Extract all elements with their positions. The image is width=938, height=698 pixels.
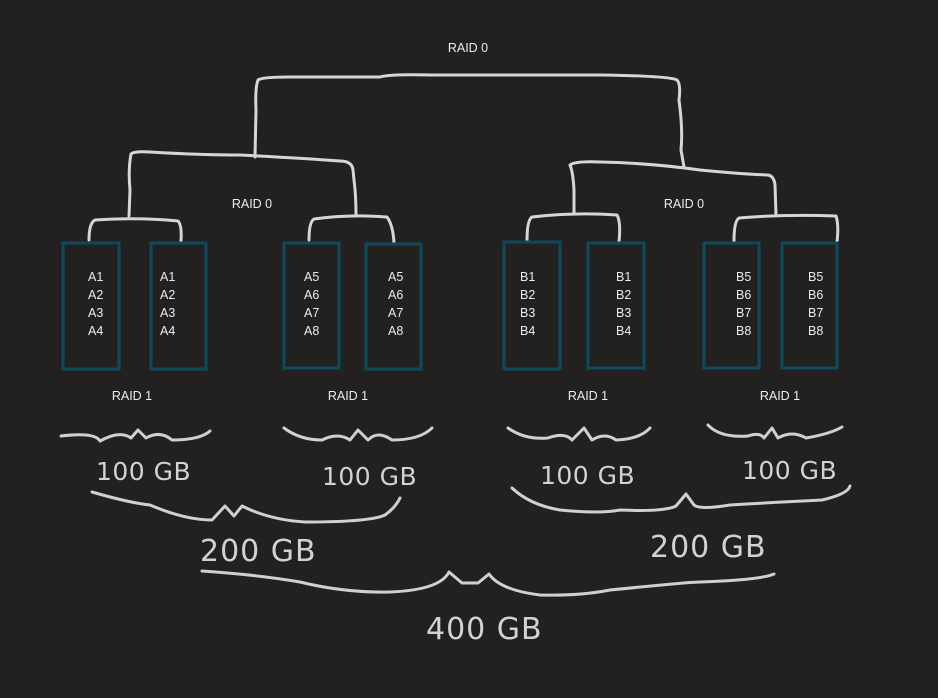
disk-outline: [780, 241, 839, 370]
disk: A1 A2 A3 A4: [61, 241, 121, 371]
disk-block: A5: [304, 270, 319, 284]
capacity-captions: 100 GB 100 GB 100 GB 100 GB 200 GB 200 G…: [96, 456, 837, 647]
disk-block: B1: [616, 270, 631, 284]
raid1-label: RAID 1: [568, 389, 608, 403]
pair-capacity-label: 100 GB: [540, 461, 635, 490]
disk-block: A1: [160, 270, 175, 284]
pair-brace: [59, 428, 212, 443]
total-brace: [200, 569, 776, 597]
group-brace: [510, 484, 852, 514]
disk: B5 B6 B7 B8: [702, 241, 761, 370]
pair-b1-connector: [525, 212, 622, 244]
left-raid0-label: RAID 0: [232, 197, 272, 211]
right-raid0-connector: [568, 160, 778, 217]
pair-capacity-label: 100 GB: [96, 457, 191, 486]
raid-labels: RAID 0 RAID 0 RAID 0 RAID 1 RAID 1 RAID …: [112, 41, 800, 403]
disk-block: A8: [304, 324, 319, 338]
disk-block: B6: [808, 288, 823, 302]
disk-outline: [702, 241, 761, 370]
disk-block: B8: [808, 324, 823, 338]
disk: B5 B6 B7 B8: [780, 241, 839, 370]
pair-brace: [506, 426, 652, 442]
disk-block: A4: [88, 324, 103, 338]
pair-brace: [706, 423, 844, 440]
disk-block: A4: [160, 324, 175, 338]
disk-block: A3: [88, 306, 103, 320]
left-raid0-connector: [127, 150, 358, 218]
disk-block: A2: [160, 288, 175, 302]
disk-block: B4: [520, 324, 535, 338]
disk-outline: [282, 241, 341, 370]
disk-block: A6: [304, 288, 319, 302]
disk-outline: [364, 242, 423, 371]
disk: A5 A6 A7 A8: [282, 241, 341, 370]
disk: B1 B2 B3 B4: [586, 241, 646, 370]
group-capacity-label: 200 GB: [650, 530, 767, 565]
disk: B1 B2 B3 B4: [502, 240, 562, 371]
raid1-label: RAID 1: [112, 389, 152, 403]
disk-block: B5: [736, 270, 751, 284]
disk-block: B3: [520, 306, 535, 320]
pair-b2-connector: [732, 213, 840, 244]
raid1-label: RAID 1: [328, 389, 368, 403]
disk-block: B7: [808, 306, 823, 320]
disk-block: A6: [388, 288, 403, 302]
top-raid0-connector: [253, 73, 686, 169]
pair-a1-connector: [87, 217, 183, 243]
disk-block: B7: [736, 306, 751, 320]
disk-block: A5: [388, 270, 403, 284]
disk-block: B3: [616, 306, 631, 320]
disk-outline: [502, 240, 562, 371]
disk-block: B8: [736, 324, 751, 338]
disk-block: B5: [808, 270, 823, 284]
pair-a2-connector: [307, 214, 396, 245]
disk-outline: [149, 241, 208, 371]
disk-block: A3: [160, 306, 175, 320]
disk: A5 A6 A7 A8: [364, 242, 423, 371]
connector-wires: [87, 73, 840, 245]
disk-block: B2: [616, 288, 631, 302]
disk: A1 A2 A3 A4: [149, 241, 208, 371]
disk-block: B6: [736, 288, 751, 302]
top-raid0-label: RAID 0: [448, 41, 488, 55]
disk-block: A7: [304, 306, 319, 320]
disk-block: A8: [388, 324, 403, 338]
disk-block: A1: [88, 270, 103, 284]
pair-capacity-label: 100 GB: [322, 462, 417, 491]
disks: A1 A2 A3 A4 A1 A2 A3 A4 A5 A6 A7 A8 A5 A…: [61, 240, 839, 371]
group-brace: [90, 490, 402, 524]
pair-capacity-label: 100 GB: [742, 456, 837, 485]
total-capacity-label: 400 GB: [426, 612, 543, 647]
disk-outline: [61, 241, 121, 371]
disk-block: A2: [88, 288, 103, 302]
disk-block: A7: [388, 306, 403, 320]
group-capacity-label: 200 GB: [200, 534, 317, 569]
raid1-label: RAID 1: [760, 389, 800, 403]
pair-brace: [282, 426, 434, 442]
right-raid0-label: RAID 0: [664, 197, 704, 211]
disk-block: B2: [520, 288, 535, 302]
disk-outline: [586, 241, 646, 370]
disk-block: B1: [520, 270, 535, 284]
capacity-braces: [59, 423, 852, 597]
disk-block: B4: [616, 324, 631, 338]
